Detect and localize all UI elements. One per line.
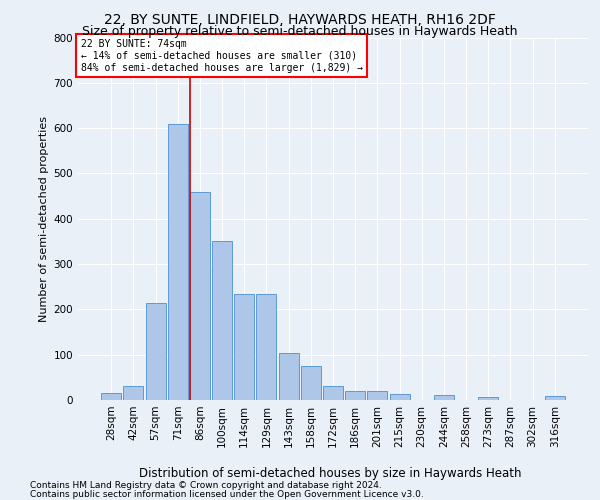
Bar [323, 386, 343, 400]
Bar [545, 396, 565, 400]
Text: Contains HM Land Registry data © Crown copyright and database right 2024.: Contains HM Land Registry data © Crown c… [30, 481, 382, 490]
Bar [234, 294, 254, 400]
Text: Contains public sector information licensed under the Open Government Licence v3: Contains public sector information licen… [30, 490, 424, 499]
Bar [190, 192, 210, 400]
Bar [124, 386, 143, 400]
Bar [389, 394, 410, 400]
Bar [168, 124, 188, 400]
Text: 22 BY SUNTE: 74sqm
← 14% of semi-detached houses are smaller (310)
84% of semi-d: 22 BY SUNTE: 74sqm ← 14% of semi-detache… [80, 40, 362, 72]
Bar [278, 354, 299, 400]
Bar [367, 391, 388, 400]
Bar [212, 242, 232, 400]
Bar [345, 391, 365, 400]
Bar [434, 396, 454, 400]
Bar [101, 393, 121, 400]
Bar [146, 302, 166, 400]
Bar [256, 294, 277, 400]
Text: 22, BY SUNTE, LINDFIELD, HAYWARDS HEATH, RH16 2DF: 22, BY SUNTE, LINDFIELD, HAYWARDS HEATH,… [104, 12, 496, 26]
Y-axis label: Number of semi-detached properties: Number of semi-detached properties [40, 116, 49, 322]
Bar [301, 366, 321, 400]
Bar [478, 397, 498, 400]
Text: Distribution of semi-detached houses by size in Haywards Heath: Distribution of semi-detached houses by … [139, 468, 521, 480]
Text: Size of property relative to semi-detached houses in Haywards Heath: Size of property relative to semi-detach… [82, 25, 518, 38]
